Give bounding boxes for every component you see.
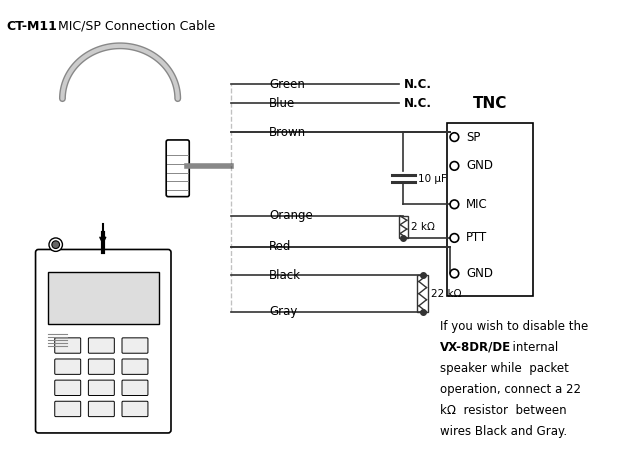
Text: Gray: Gray bbox=[269, 306, 297, 318]
Circle shape bbox=[49, 238, 62, 251]
Circle shape bbox=[450, 200, 458, 209]
Circle shape bbox=[450, 133, 458, 141]
Bar bbox=[48, 272, 159, 324]
FancyBboxPatch shape bbox=[36, 249, 171, 433]
FancyBboxPatch shape bbox=[122, 380, 148, 395]
FancyBboxPatch shape bbox=[88, 338, 114, 353]
Text: If you wish to disable the: If you wish to disable the bbox=[440, 320, 588, 333]
FancyBboxPatch shape bbox=[88, 401, 114, 417]
FancyBboxPatch shape bbox=[122, 359, 148, 374]
Text: speaker while  packet: speaker while packet bbox=[440, 362, 569, 375]
Text: Green: Green bbox=[269, 78, 305, 91]
Text: operation, connect a 22: operation, connect a 22 bbox=[440, 383, 581, 396]
Circle shape bbox=[450, 269, 458, 278]
Text: MIC: MIC bbox=[466, 198, 487, 211]
Text: N.C.: N.C. bbox=[404, 97, 431, 110]
FancyBboxPatch shape bbox=[55, 401, 81, 417]
Text: TNC: TNC bbox=[473, 96, 507, 111]
Text: Black: Black bbox=[269, 269, 301, 282]
Circle shape bbox=[450, 162, 458, 170]
Text: wires Black and Gray.: wires Black and Gray. bbox=[440, 425, 567, 438]
Bar bbox=[447, 123, 533, 296]
FancyBboxPatch shape bbox=[122, 401, 148, 417]
FancyBboxPatch shape bbox=[55, 359, 81, 374]
Text: 10 μF: 10 μF bbox=[418, 174, 447, 184]
FancyBboxPatch shape bbox=[88, 380, 114, 395]
Text: internal: internal bbox=[505, 341, 558, 354]
Text: GND: GND bbox=[466, 159, 493, 172]
FancyBboxPatch shape bbox=[122, 338, 148, 353]
Text: CT-M11: CT-M11 bbox=[7, 20, 57, 33]
Text: SP: SP bbox=[466, 131, 480, 144]
Bar bbox=[399, 216, 408, 238]
Text: Brown: Brown bbox=[269, 126, 306, 139]
Text: 22 kΩ: 22 kΩ bbox=[431, 289, 462, 298]
FancyBboxPatch shape bbox=[55, 338, 81, 353]
Text: Blue: Blue bbox=[269, 97, 295, 110]
Text: N.C.: N.C. bbox=[404, 78, 431, 91]
Text: Red: Red bbox=[269, 240, 291, 253]
Bar bbox=[417, 275, 428, 312]
Text: GND: GND bbox=[466, 267, 493, 280]
Text: kΩ  resistor  between: kΩ resistor between bbox=[440, 404, 566, 417]
Text: PTT: PTT bbox=[466, 231, 487, 245]
Circle shape bbox=[52, 241, 60, 248]
FancyBboxPatch shape bbox=[88, 359, 114, 374]
Text: 2 kΩ: 2 kΩ bbox=[411, 222, 435, 232]
Text: VX-8DR/DE: VX-8DR/DE bbox=[440, 341, 511, 354]
Circle shape bbox=[450, 234, 458, 242]
Text: MIC/SP Connection Cable: MIC/SP Connection Cable bbox=[54, 20, 215, 33]
Text: Orange: Orange bbox=[269, 210, 313, 222]
FancyBboxPatch shape bbox=[166, 140, 189, 197]
FancyBboxPatch shape bbox=[55, 380, 81, 395]
